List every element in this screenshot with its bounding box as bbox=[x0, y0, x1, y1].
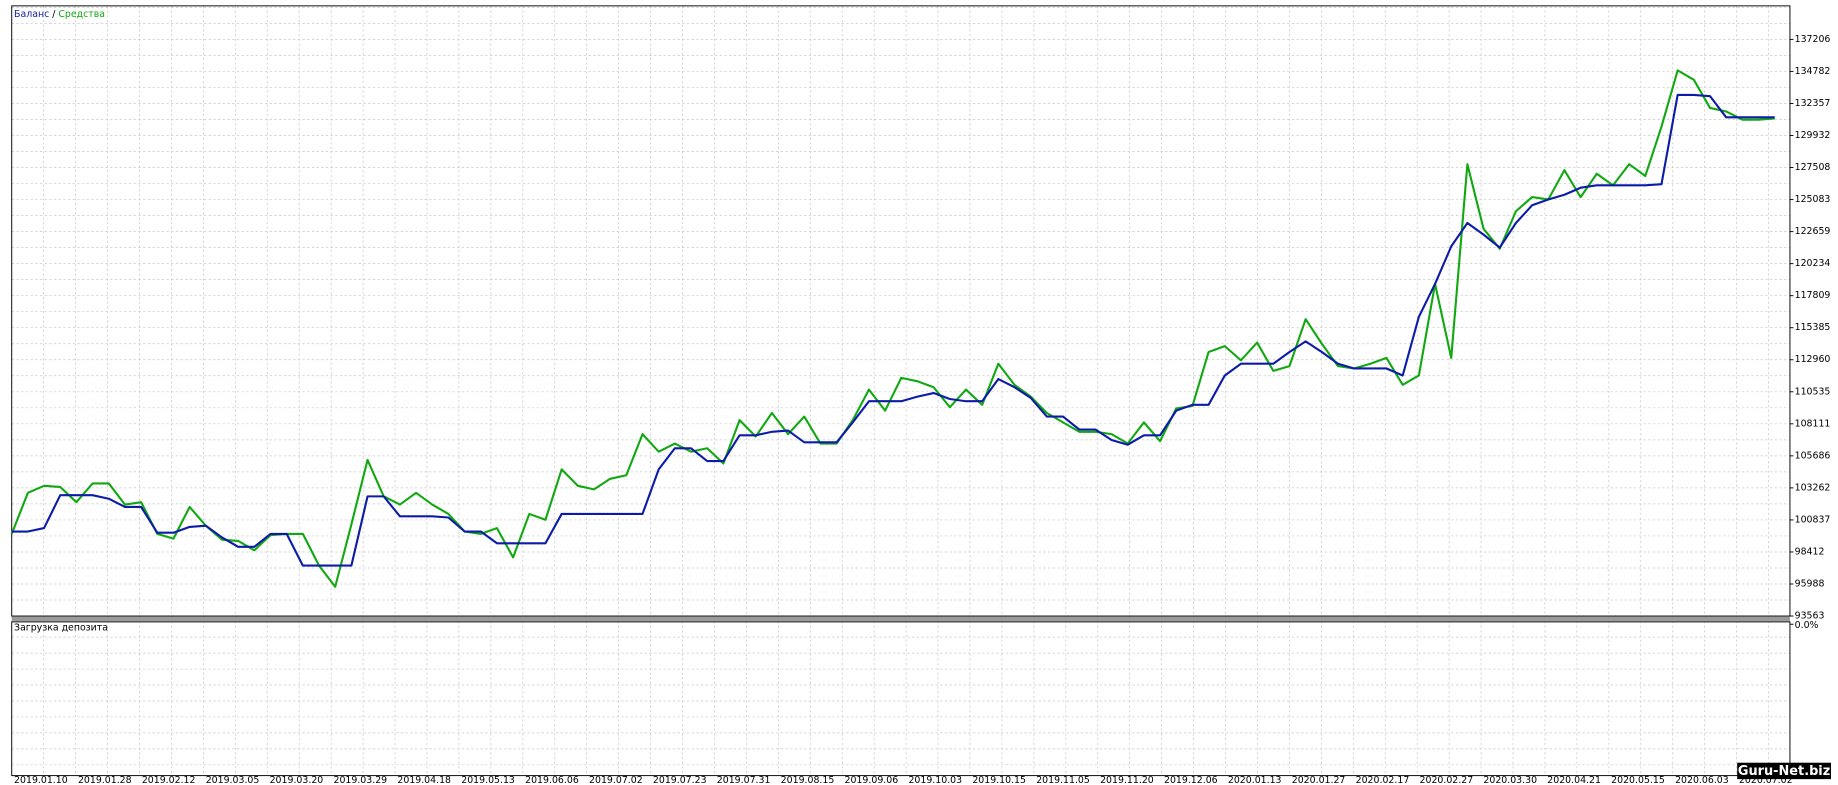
y-tick-label: 93563 bbox=[1795, 611, 1825, 622]
x-tick-label: 2019.07.31 bbox=[717, 775, 771, 785]
x-tick-label: 2019.04.18 bbox=[397, 775, 451, 785]
y-tick-label: 117809 bbox=[1795, 290, 1831, 301]
x-tick-label: 2020.02.27 bbox=[1420, 775, 1474, 785]
x-tick-label: 2019.01.28 bbox=[78, 775, 132, 785]
x-tick-label: 2019.10.15 bbox=[972, 775, 1026, 785]
x-tick-label: 2019.09.06 bbox=[845, 775, 899, 785]
y-tick-label: 132357 bbox=[1795, 98, 1831, 109]
legend-equity: Средства bbox=[58, 9, 105, 20]
x-tick-label: 2020.03.30 bbox=[1483, 775, 1537, 785]
x-tick-label: 2019.07.23 bbox=[653, 775, 707, 785]
x-tick-label: 2020.05.15 bbox=[1611, 775, 1665, 785]
series-line bbox=[10, 69, 1775, 588]
y-tick-label: 108111 bbox=[1795, 418, 1831, 429]
x-tick-label: 2019.08.15 bbox=[781, 775, 835, 785]
x-tick-label: 2020.04.21 bbox=[1547, 775, 1601, 785]
legend-separator: / bbox=[52, 9, 56, 20]
x-tick-label: 2019.05.13 bbox=[461, 775, 515, 785]
x-tick-label: 2020.07.02 bbox=[1739, 775, 1793, 785]
y-tick-label: 137206 bbox=[1795, 34, 1831, 45]
y-tick-label: 115385 bbox=[1795, 322, 1831, 333]
y-tick-label: 103262 bbox=[1795, 482, 1831, 493]
plot-frame bbox=[11, 5, 1791, 617]
y-tick-label: 125083 bbox=[1795, 194, 1831, 205]
x-tick-label: 2019.10.03 bbox=[908, 775, 962, 785]
panel-separator bbox=[11, 616, 1790, 622]
deposit-title: Загрузка депозита bbox=[14, 622, 108, 633]
deposit-tick-label: 0.0% bbox=[1795, 620, 1819, 631]
x-tick-label: 2020.06.03 bbox=[1675, 775, 1729, 785]
y-tick-label: 127508 bbox=[1795, 162, 1831, 173]
y-tick-label: 122659 bbox=[1795, 226, 1831, 237]
grid bbox=[11, 5, 1790, 776]
x-tick-label: 2019.11.05 bbox=[1036, 775, 1090, 785]
x-tick-label: 2019.02.12 bbox=[142, 775, 196, 785]
y-tick-label: 129932 bbox=[1795, 130, 1831, 141]
y-tick-label: 120234 bbox=[1795, 258, 1831, 269]
y-tick-label: 134782 bbox=[1795, 66, 1831, 77]
watermark: Guru-Net.biz bbox=[1738, 764, 1830, 779]
series-line bbox=[11, 93, 1775, 567]
x-tick-label: 2019.12.06 bbox=[1164, 775, 1218, 785]
x-tick-label: 2019.03.29 bbox=[333, 775, 387, 785]
x-tick-label: 2019.11.20 bbox=[1100, 775, 1154, 785]
x-tick-label: 2019.01.10 bbox=[14, 775, 68, 785]
lines bbox=[10, 69, 1775, 588]
legend-balance: Баланс bbox=[14, 9, 49, 20]
watermark-bg bbox=[1737, 762, 1831, 780]
x-tick-label: 2019.06.06 bbox=[525, 775, 579, 785]
y-tick-label: 95988 bbox=[1795, 578, 1825, 589]
x-tick-label: 2019.03.20 bbox=[270, 775, 324, 785]
x-tick-label: 2019.07.02 bbox=[589, 775, 643, 785]
x-tick-label: 2019.03.05 bbox=[206, 775, 260, 785]
legend: Баланс / Средства bbox=[14, 9, 105, 20]
x-tick-label: 2020.01.27 bbox=[1292, 775, 1346, 785]
y-tick-label: 105686 bbox=[1795, 450, 1831, 461]
y-tick-label: 100837 bbox=[1795, 514, 1831, 525]
deposit-frame bbox=[11, 621, 1791, 777]
y-tick-label: 112960 bbox=[1795, 354, 1831, 365]
y-tick-label: 98412 bbox=[1795, 546, 1825, 557]
y-tick-label: 110535 bbox=[1795, 386, 1831, 397]
x-tick-label: 2020.02.17 bbox=[1356, 775, 1410, 785]
x-tick-label: 2020.01.13 bbox=[1228, 775, 1282, 785]
